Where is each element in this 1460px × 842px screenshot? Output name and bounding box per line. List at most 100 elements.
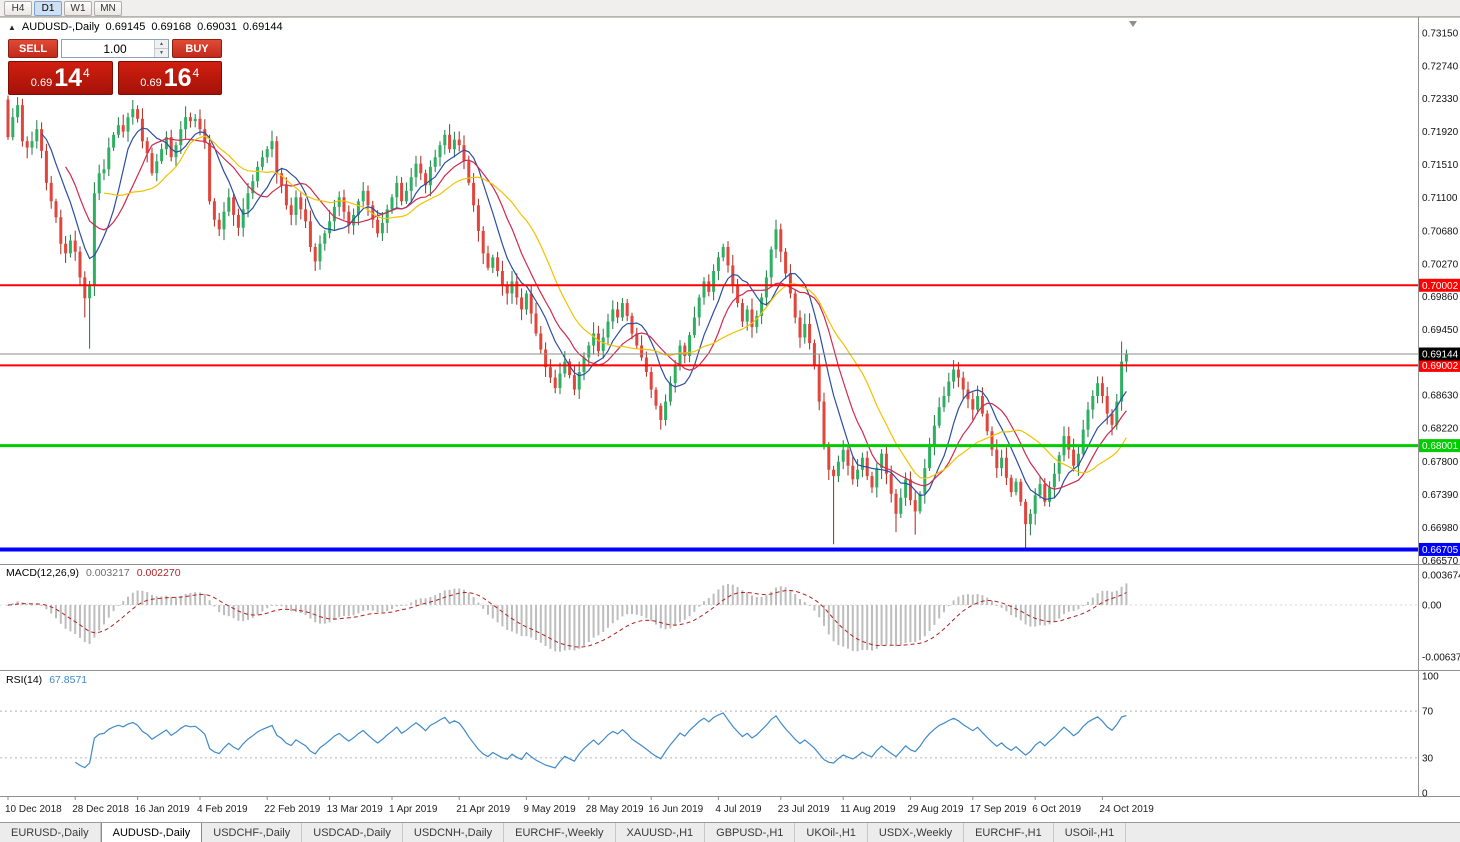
volume-up-icon[interactable]: ▲ [155,40,168,49]
chart-ohlc-header: ▲ AUDUSD-,Daily 0.69145 0.69168 0.69031 … [8,21,283,33]
rsi-line [74,712,1127,769]
date-label: 10 Dec 2018 [5,804,62,815]
ohlc-close: 0.69144 [242,21,283,33]
date-label: 4 Jul 2019 [715,804,762,815]
macd-pane: 0.003674 0.00 -0.006378 [0,571,1460,664]
rsi-value: 67.8571 [49,674,88,686]
rsi-axis-tick: 0 [1422,789,1428,800]
bid-big-digits: 14 [54,63,83,92]
date-label: 29 Aug 2019 [907,804,964,815]
buy-button[interactable]: BUY [172,39,222,58]
date-label: 28 Dec 2018 [72,804,129,815]
date-label: 13 Mar 2019 [327,804,384,815]
date-label: 16 Jun 2019 [648,804,703,815]
date-label: 16 Jan 2019 [135,804,190,815]
volume-stepper: ▲ ▼ [154,40,168,57]
bid-prefix: 0.69 [30,76,53,89]
chart-shift-icon[interactable] [1129,21,1137,27]
ma-8-line [41,127,1127,501]
time-axis[interactable]: 10 Dec 2018 28 Dec 2018 16 Jan 2019 4 Feb 2… [5,797,1154,815]
timeframe-button-mn[interactable]: MN [94,0,122,16]
tab-xauusd-h1[interactable]: XAUUSD-,H1 [616,823,706,842]
tab-audusd-daily[interactable]: AUDUSD-,Daily [100,823,203,842]
date-label: 1 Apr 2019 [389,804,438,815]
macd-axis-tick: -0.006378 [1422,653,1460,664]
macd-axis-tick: 0.003674 [1422,571,1460,582]
ma-13-line [65,137,1127,490]
date-label: 22 Feb 2019 [264,804,321,815]
pane-splitters [0,17,1460,797]
date-label: 28 May 2019 [586,804,644,815]
chart-tabs: EURUSD-,Daily AUDUSD-,Daily USDCHF-,Daily U… [0,822,1460,842]
price-tick: 0.69450 [1422,325,1459,336]
price-tick: 0.71510 [1422,160,1459,171]
bid-sup-digit: 4 [83,65,90,80]
tab-usdchf-daily[interactable]: USDCHF-,Daily [202,823,303,842]
macd-signal-value: 0.002270 [136,567,181,579]
price-tick: 0.70680 [1422,226,1459,237]
one-click-collapse-icon[interactable]: ▲ [8,22,16,32]
price-tick: 0.70270 [1422,259,1459,270]
tab-usdcad-daily[interactable]: USDCAD-,Daily [302,823,403,842]
rsi-axis-tick: 100 [1422,672,1439,683]
current-price-label: 0.69144 [1422,350,1459,361]
price-tick: 0.66980 [1422,523,1459,534]
one-click-trading-panel: SELL 1.00 ▲ ▼ BUY 0.69 14 4 0.69 16 4 [8,39,222,95]
macd-name: MACD(12,26,9) [6,567,79,579]
price-tick: 0.72330 [1422,94,1459,105]
tab-eurusd-daily[interactable]: EURUSD-,Daily [0,823,101,842]
tab-gbpusd-h1[interactable]: GBPUSD-,H1 [705,823,796,842]
date-label: 6 Oct 2019 [1032,804,1081,815]
tab-usoil-h1[interactable]: USOil-,H1 [1054,823,1127,842]
date-label: 9 May 2019 [523,804,576,815]
candlestick-series [6,95,1128,550]
tab-usdcnh-daily[interactable]: USDCNH-,Daily [403,823,505,842]
tab-usdx-weekly[interactable]: USDX-,Weekly [868,823,965,842]
tab-ukoil-h1[interactable]: UKOil-,H1 [795,823,868,842]
ohlc-high: 0.69168 [151,21,192,33]
timeframe-button-d1[interactable]: D1 [34,0,62,16]
rsi-axis-tick: 30 [1422,753,1434,764]
ask-sup-digit: 4 [192,65,200,80]
timeframe-button-h4[interactable]: H4 [4,0,32,16]
ask-price-button[interactable]: 0.69 16 4 [117,61,222,95]
ask-big-digits: 16 [163,63,192,92]
price-tick: 0.69860 [1422,292,1459,303]
price-tick: 0.68220 [1422,424,1459,435]
sell-button[interactable]: SELL [8,39,58,58]
price-badge-0.69002 [1419,358,1460,372]
volume-value: 1.00 [103,41,127,56]
ohlc-open: 0.69145 [105,21,146,33]
rsi-indicator-label: RSI(14) 67.8571 [6,674,87,686]
date-label: 11 Aug 2019 [840,804,896,815]
ohlc-low: 0.69031 [197,21,237,33]
ma-21-line [103,135,1127,480]
date-label: 4 Feb 2019 [197,804,248,815]
chart-symbol-label: AUDUSD-,Daily [21,21,100,33]
moving-averages [41,127,1127,501]
price-tick: 0.67800 [1422,457,1459,468]
price-tick: 0.66570 [1422,556,1459,567]
horizontal-lines: 0.70002 0.69002 0.68001 0.66705 [0,278,1460,556]
rsi-pane: 100 70 30 0 [0,672,1439,800]
volume-input[interactable]: 1.00 ▲ ▼ [61,39,169,58]
price-badge-label: 0.70002 [1422,281,1459,292]
chart-background [0,17,1460,822]
timeframe-button-w1[interactable]: W1 [64,0,92,16]
macd-axis-tick: 0.00 [1422,601,1442,612]
tab-eurchf-h1[interactable]: EURCHF-,H1 [964,823,1054,842]
bid-price-button[interactable]: 0.69 14 4 [8,61,113,95]
current-price-marker: 0.69144 [0,347,1460,361]
date-label: 17 Sep 2019 [970,804,1027,815]
price-badge-0.68001 [1419,439,1460,453]
date-label: 23 Jul 2019 [778,804,830,815]
ask-prefix: 0.69 [140,76,162,89]
date-label: 21 Apr 2019 [456,804,510,815]
tab-eurchf-weekly[interactable]: EURCHF-,Weekly [504,823,616,842]
price-tick: 0.71920 [1422,127,1459,138]
price-badge-0.66705 [1419,542,1460,556]
volume-down-icon[interactable]: ▼ [155,49,168,57]
price-badge-label: 0.68001 [1422,441,1459,452]
